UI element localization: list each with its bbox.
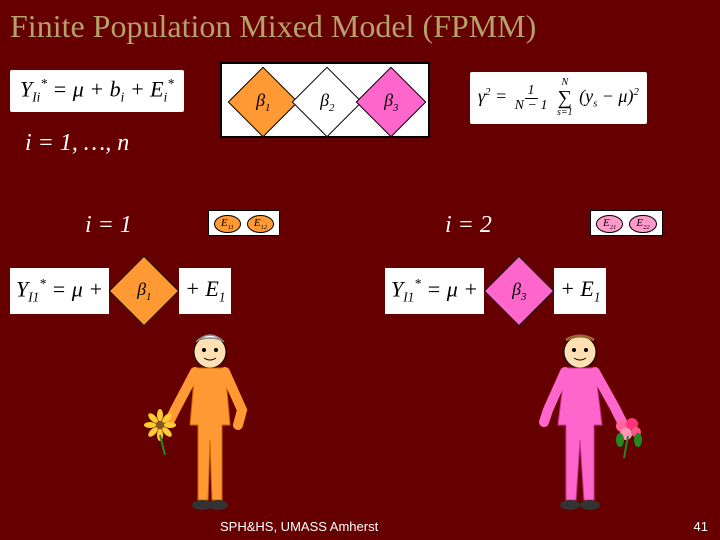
eq-model: YIi* = μ + bi + Ei* xyxy=(10,70,184,112)
slide-title: Finite Population Mixed Model (FPMM) xyxy=(10,8,536,45)
beta1-label: β1 xyxy=(256,90,270,114)
eq-y2-rhs: + E1 xyxy=(554,268,606,313)
beta3-eq-label: β3 xyxy=(512,279,526,303)
e21-ellipse: E21 xyxy=(596,215,623,233)
beta2-diamond: β2 xyxy=(292,67,363,138)
figure-left-body xyxy=(190,368,230,500)
beta3-diamond: β3 xyxy=(356,67,427,138)
e11-ellipse: E11 xyxy=(214,215,241,233)
eq-y1-row: YI1* = μ + β1 + E1 xyxy=(10,268,231,314)
e12-ellipse: E12 xyxy=(247,215,274,233)
figure-left xyxy=(140,330,280,520)
eq-y1-rhs: + E1 xyxy=(179,268,231,313)
error-box-right: E21 E22 xyxy=(590,210,663,236)
e22-ellipse: E22 xyxy=(629,215,656,233)
figure-right-body xyxy=(558,368,602,500)
beta2-label: β2 xyxy=(320,90,334,114)
page-number: 41 xyxy=(694,519,708,534)
eq-y1-lhs: YI1* = μ + xyxy=(10,268,109,314)
beta1-eq-label: β1 xyxy=(137,279,151,303)
beta3-diamond-eq: β3 xyxy=(484,256,555,327)
beta1-diamond-eq: β1 xyxy=(109,256,180,327)
eq-y2-lhs: YI1* = μ + xyxy=(385,268,484,314)
i-range-label: i = 1, …, n xyxy=(25,130,129,157)
i2-label: i = 2 xyxy=(445,212,492,239)
eq-gamma: γ2 = 1N − 1 N∑s=1 (ys − μ)2 xyxy=(470,72,647,124)
eq-y2-row: YI1* = μ + β3 + E1 xyxy=(385,268,606,314)
beta1-diamond: β1 xyxy=(228,67,299,138)
footer-text: SPH&HS, UMASS Amherst xyxy=(220,519,378,534)
beta-box: β1 β2 β3 xyxy=(220,62,430,138)
error-box-left: E11 E12 xyxy=(208,210,280,236)
figure-right xyxy=(510,330,670,520)
beta3-label: β3 xyxy=(384,90,398,114)
i1-label: i = 1 xyxy=(85,212,132,239)
